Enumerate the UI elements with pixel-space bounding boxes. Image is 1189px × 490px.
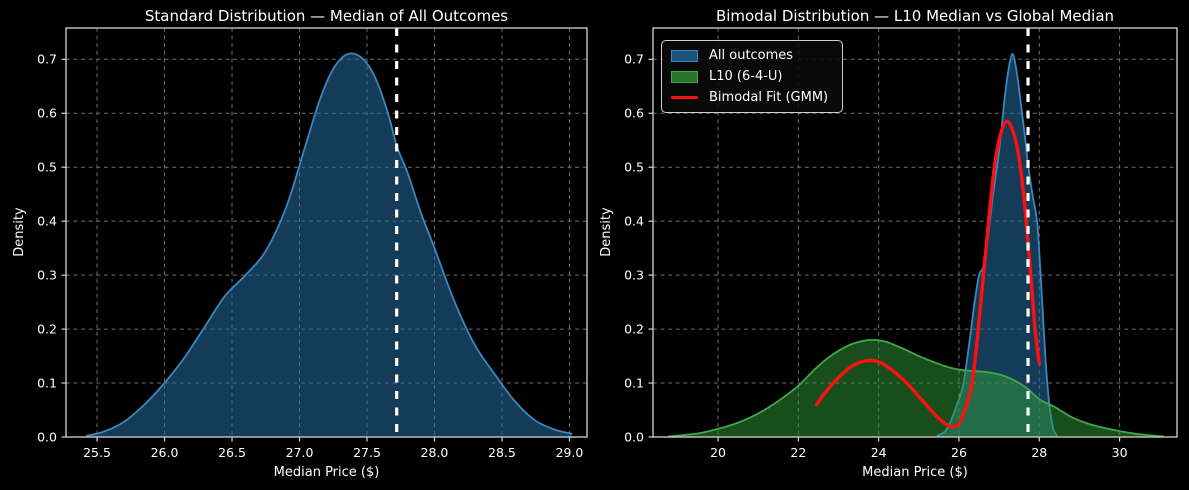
right-y-tick-label: 0.1	[624, 375, 644, 390]
left-y-tick-label: 0.0	[37, 429, 57, 444]
left-x-tick-label: 25.5	[83, 445, 111, 460]
right-x-tick-label: 26	[951, 445, 967, 460]
legend-item-l10: L10 (6-4-U)	[671, 69, 828, 84]
left-plot-title: Standard Distribution — Median of All Ou…	[144, 7, 509, 25]
left-x-tick-label: 26.0	[151, 445, 179, 460]
left-y-tick-label: 0.5	[37, 160, 57, 175]
right-x-tick-label: 20	[710, 445, 726, 460]
right-plot-xlabel: Median Price ($)	[862, 465, 968, 480]
left-y-tick-label: 0.4	[37, 213, 57, 228]
left-y-tick-label: 0.6	[37, 106, 57, 121]
right-x-tick-label: 30	[1112, 445, 1128, 460]
right-y-tick-label: 0.4	[624, 213, 644, 228]
right-x-tick-label: 24	[871, 445, 887, 460]
left-x-tick-label: 28.0	[421, 445, 449, 460]
legend-label-bimodal-fit: Bimodal Fit (GMM)	[709, 90, 829, 105]
right-x-tick-label: 22	[790, 445, 806, 460]
legend-swatch-bimodal-fit-line	[671, 95, 698, 100]
right-curve-bimodal-fit-gmm	[814, 119, 1041, 429]
left-x-tick-label: 27.5	[353, 445, 381, 460]
left-curve-all-outcomes	[85, 52, 573, 437]
right-curve-l10-6-4-u	[667, 338, 1164, 438]
legend-swatch-l10	[671, 70, 698, 83]
left-plot-xlabel: Median Price ($)	[273, 465, 380, 480]
left-y-tick-label: 0.2	[37, 321, 57, 336]
left-plot-border	[65, 27, 588, 438]
left-plot-ticks: 25.5 26.0 26.5 27.0 27.5 28.0 28.5 29.0 0.0 0.1 0.…	[37, 52, 583, 460]
legend-label-all-outcomes: All outcomes	[709, 48, 794, 63]
left-x-tick-label: 26.5	[218, 445, 246, 460]
left-y-tick-label: 0.7	[37, 52, 57, 67]
right-plot: 20 22 24 26 28 30 0.0 0.1 0.2 0.3 0.4 0.5 0.6 0.7	[624, 27, 1178, 460]
right-fill-all-outcomes	[936, 53, 1058, 437]
legend-label-l10: L10 (6-4-U)	[709, 69, 783, 84]
right-y-tick-label: 0.6	[624, 106, 644, 121]
right-y-tick-label: 0.7	[624, 52, 644, 67]
legend-item-all-outcomes: All outcomes	[671, 48, 828, 63]
right-x-tick-label: 28	[1031, 445, 1047, 460]
right-y-tick-label: 0.2	[624, 321, 644, 336]
legend-swatch-all-outcomes	[671, 49, 698, 62]
legend: All outcomes L10 (6-4-U) Bimodal Fit (GM…	[661, 40, 844, 113]
left-x-tick-label: 28.5	[488, 445, 516, 460]
right-plot-ticks: 20 22 24 26 28 30 0.0 0.1 0.2 0.3 0.4 0.5 0.6 0.7	[624, 52, 1127, 460]
left-plot: 25.5 26.0 26.5 27.0 27.5 28.0 28.5 29.0 0.0 0.1 0.…	[37, 27, 588, 460]
left-y-tick-label: 0.3	[37, 267, 57, 282]
right-y-tick-label: 0.5	[624, 160, 644, 175]
right-plot-border	[652, 27, 1178, 438]
right-y-tick-label: 0.0	[624, 429, 644, 444]
left-x-tick-label: 29.0	[556, 445, 584, 460]
left-y-tick-label: 0.1	[37, 375, 57, 390]
right-y-tick-label: 0.3	[624, 267, 644, 282]
left-fill-all-outcomes	[86, 53, 573, 437]
left-x-tick-label: 27.0	[286, 445, 314, 460]
right-plot-ylabel: Density	[599, 207, 614, 257]
right-fill-l10-6-4-u	[667, 339, 1164, 437]
left-plot-ylabel: Density	[12, 207, 27, 257]
right-plot-title: Bimodal Distribution — L10 Median vs Glo…	[715, 7, 1115, 25]
legend-item-bimodal-fit: Bimodal Fit (GMM)	[671, 90, 828, 105]
